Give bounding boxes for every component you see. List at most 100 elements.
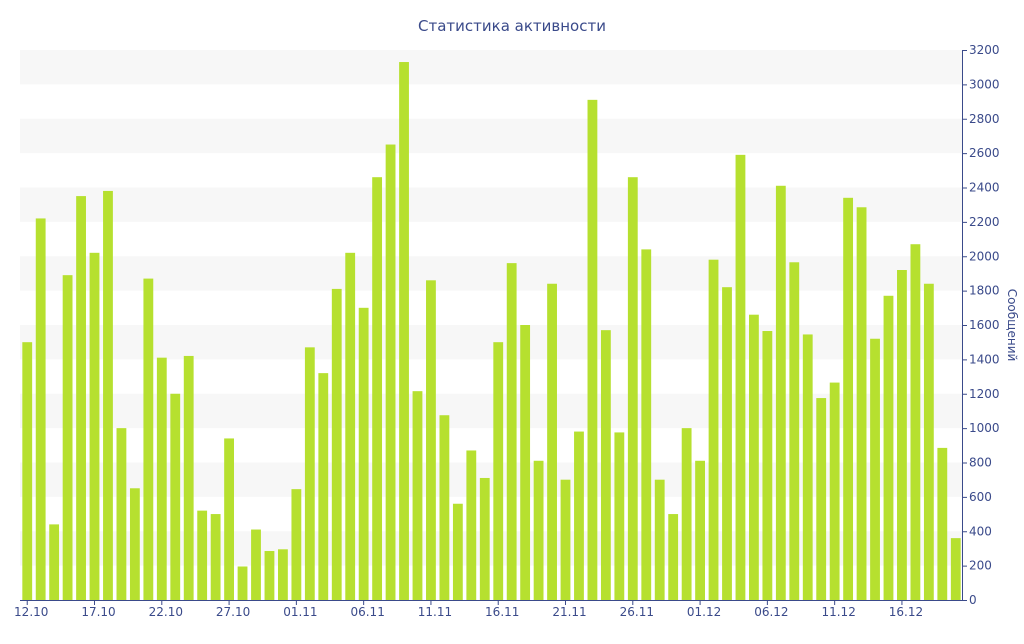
grid-band — [20, 325, 962, 360]
y-tick-label: 3200 — [969, 43, 1000, 57]
bar — [278, 549, 288, 600]
bar — [452, 503, 463, 600]
bar — [829, 382, 840, 600]
x-tick-label: 11.12 — [821, 605, 855, 619]
bar — [681, 428, 692, 601]
bar — [883, 295, 894, 600]
x-tick-label: 01.11 — [283, 605, 317, 619]
bar — [439, 415, 450, 600]
bar — [331, 288, 342, 600]
bar — [412, 391, 423, 600]
bar — [802, 334, 813, 600]
bar — [950, 538, 961, 601]
x-tick-label: 26.11 — [620, 605, 654, 619]
bar — [116, 428, 127, 601]
bar — [574, 431, 584, 600]
y-tick-label: 800 — [969, 456, 992, 470]
y-tick-label: 1800 — [969, 284, 1000, 298]
y-tick-label: 2800 — [969, 112, 1000, 126]
bar — [466, 450, 477, 600]
x-axis-ticks: 12.10 17.10 22.10 27.10 01.11 06.11 11.11 16.11… — [14, 600, 923, 619]
bar — [49, 524, 60, 601]
x-tick-label: 06.12 — [754, 605, 788, 619]
bar — [910, 244, 921, 600]
bar — [641, 249, 652, 601]
bar-series — [22, 62, 961, 601]
bar — [291, 489, 302, 600]
y-tick-label: 400 — [969, 524, 992, 538]
y-tick-label: 1600 — [969, 318, 1000, 332]
bar — [587, 99, 598, 600]
bar — [547, 283, 557, 600]
x-tick-label: 16.12 — [889, 605, 923, 619]
bar — [237, 566, 248, 600]
y-tick-label: 200 — [969, 559, 992, 573]
bar — [843, 197, 854, 600]
bar — [345, 252, 356, 600]
bar — [735, 154, 746, 600]
bar — [224, 438, 234, 600]
y-tick-label: 2400 — [969, 181, 1000, 195]
x-tick-label: 06.11 — [350, 605, 384, 619]
bar — [251, 529, 261, 600]
y-tick-label: 1400 — [969, 352, 1000, 366]
bar — [304, 347, 315, 600]
bar — [600, 330, 611, 600]
bar — [156, 357, 167, 600]
y-tick-label: 2200 — [969, 215, 1000, 229]
bar — [668, 514, 679, 600]
bar — [614, 432, 625, 600]
bar — [479, 477, 490, 600]
bar — [870, 338, 880, 600]
y-tick-label: 1000 — [969, 421, 1000, 435]
y-tick-label: 1200 — [969, 387, 1000, 401]
x-tick-label: 12.10 — [14, 605, 48, 619]
bar — [506, 263, 517, 601]
bar — [197, 510, 208, 601]
y-tick-label: 2000 — [969, 249, 1000, 263]
bar — [35, 218, 46, 600]
bar — [210, 514, 221, 600]
bar — [426, 280, 436, 600]
bar — [897, 270, 907, 600]
x-tick-label: 22.10 — [149, 605, 183, 619]
chart-title: Статистика активности — [418, 17, 606, 35]
bar — [493, 342, 504, 600]
bar — [749, 314, 759, 600]
bar — [62, 275, 73, 600]
x-tick-label: 21.11 — [552, 605, 586, 619]
grid-band — [20, 118, 962, 154]
bar — [937, 447, 948, 600]
bar — [627, 177, 638, 600]
bar — [695, 460, 705, 600]
bar — [775, 185, 786, 600]
bar — [816, 398, 827, 600]
bar — [103, 190, 113, 600]
bar — [789, 262, 800, 600]
y-axis-ticks: 0 200 400 600 800 1000 1200 1400 1600 1800 2000 220… — [962, 43, 1000, 607]
bar — [708, 259, 719, 600]
y-axis-title: Сообщений — [1005, 289, 1019, 362]
bar — [533, 460, 544, 600]
grid-band — [20, 256, 962, 291]
grid-band — [20, 187, 962, 222]
bar — [923, 283, 934, 600]
y-tick-label: 0 — [969, 593, 977, 607]
grid-band — [20, 50, 962, 85]
x-tick-label: 11.11 — [418, 605, 452, 619]
x-tick-label: 17.10 — [81, 605, 115, 619]
bar — [520, 325, 531, 600]
bar — [358, 307, 369, 600]
bar — [385, 144, 396, 600]
x-tick-label: 16.11 — [485, 605, 519, 619]
bar — [399, 62, 409, 600]
bar — [722, 287, 732, 600]
bar — [183, 355, 194, 600]
bar — [89, 252, 100, 600]
bar — [129, 488, 140, 600]
bar — [76, 196, 86, 600]
bar — [856, 207, 867, 600]
bar — [654, 479, 665, 600]
y-tick-label: 2600 — [969, 146, 1000, 160]
